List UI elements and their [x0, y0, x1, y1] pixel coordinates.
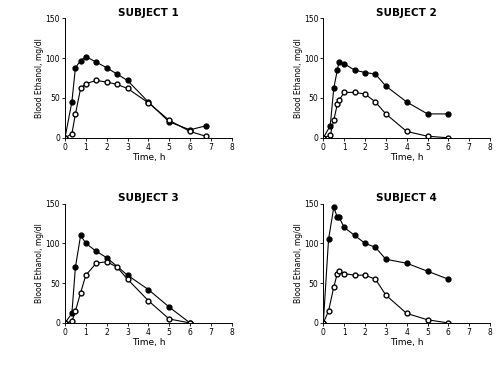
X-axis label: Time, h: Time, h	[390, 338, 424, 347]
Title: SUBJECT 2: SUBJECT 2	[376, 8, 437, 18]
Title: SUBJECT 4: SUBJECT 4	[376, 193, 437, 203]
Y-axis label: Blood Ethanol, mg/dl: Blood Ethanol, mg/dl	[294, 38, 302, 118]
Title: SUBJECT 3: SUBJECT 3	[118, 193, 178, 203]
Title: SUBJECT 1: SUBJECT 1	[118, 8, 178, 18]
X-axis label: Time, h: Time, h	[132, 338, 165, 347]
X-axis label: Time, h: Time, h	[390, 153, 424, 162]
Y-axis label: Blood Ethanol, mg/dl: Blood Ethanol, mg/dl	[35, 223, 44, 303]
X-axis label: Time, h: Time, h	[132, 153, 165, 162]
Y-axis label: Blood Ethanol, mg/dl: Blood Ethanol, mg/dl	[294, 223, 302, 303]
Y-axis label: Blood Ethanol, mg/dl: Blood Ethanol, mg/dl	[35, 38, 44, 118]
